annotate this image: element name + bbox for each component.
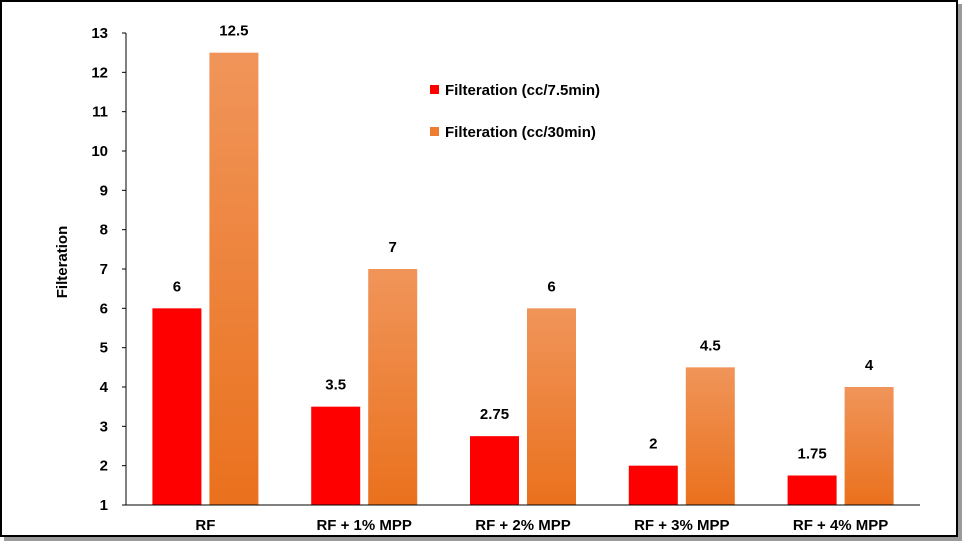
legend: Filteration (cc/7.5min) Filteration (cc/… (430, 82, 600, 141)
bar-series-2 (685, 367, 735, 505)
y-tick-label: 2 (100, 458, 108, 475)
legend-label-series-2: Filteration (cc/30min) (445, 124, 596, 141)
data-label-series-2: 7 (389, 239, 397, 256)
x-axis-labels: RF RF + 1% MPP RF + 2% MPP RF + 3% MPP RF + … (195, 517, 888, 534)
y-tick-label: 10 (91, 143, 108, 160)
x-category-label: RF (195, 517, 215, 534)
data-label-series-2: 4 (865, 357, 874, 374)
data-label-series-1: 1.75 (797, 446, 826, 463)
y-tick-label: 1 (100, 497, 108, 514)
y-tick-label: 3 (100, 418, 108, 435)
bar-series-2 (368, 269, 418, 505)
data-label-series-1: 6 (173, 278, 181, 295)
x-category-label: RF + 4% MPP (793, 517, 888, 534)
bar-series-1 (152, 308, 202, 505)
data-label-series-1: 3.5 (325, 377, 346, 394)
bars-group (152, 52, 894, 506)
y-tick-label: 7 (100, 261, 108, 278)
bar-series-2 (844, 387, 894, 505)
x-category-label: RF + 1% MPP (316, 517, 411, 534)
y-tick-label: 4 (100, 379, 109, 396)
x-category-label: RF + 3% MPP (634, 517, 729, 534)
data-label-series-2: 4.5 (700, 337, 721, 354)
y-tick-label: 11 (92, 104, 108, 121)
y-tick-label: 13 (91, 25, 108, 42)
data-labels: 6 12.5 3.5 7 2.75 6 2 4.5 1.75 4 (173, 23, 874, 463)
y-tick-label: 9 (100, 182, 108, 199)
y-axis-title: Filteration (54, 226, 71, 299)
bar-series-2 (527, 308, 576, 505)
bar-series-2 (209, 52, 259, 506)
y-tick-label: 8 (100, 222, 108, 239)
y-tick-label: 5 (100, 340, 108, 357)
data-label-series-1: 2 (649, 436, 657, 453)
y-tick-label: 6 (100, 300, 108, 317)
x-category-label: RF + 2% MPP (475, 517, 570, 534)
bar-series-1 (628, 465, 678, 505)
legend-swatch-series-1 (430, 85, 439, 94)
data-label-series-1: 2.75 (480, 406, 509, 423)
legend-swatch-series-2 (430, 127, 439, 136)
data-label-series-2: 12.5 (219, 23, 248, 40)
legend-label-series-1: Filteration (cc/7.5min) (445, 82, 600, 99)
data-label-series-2: 6 (547, 278, 555, 295)
y-tick-label: 12 (91, 64, 108, 81)
bar-series-1 (787, 475, 837, 505)
bar-series-1 (311, 406, 361, 505)
bar-series-1 (470, 436, 519, 505)
